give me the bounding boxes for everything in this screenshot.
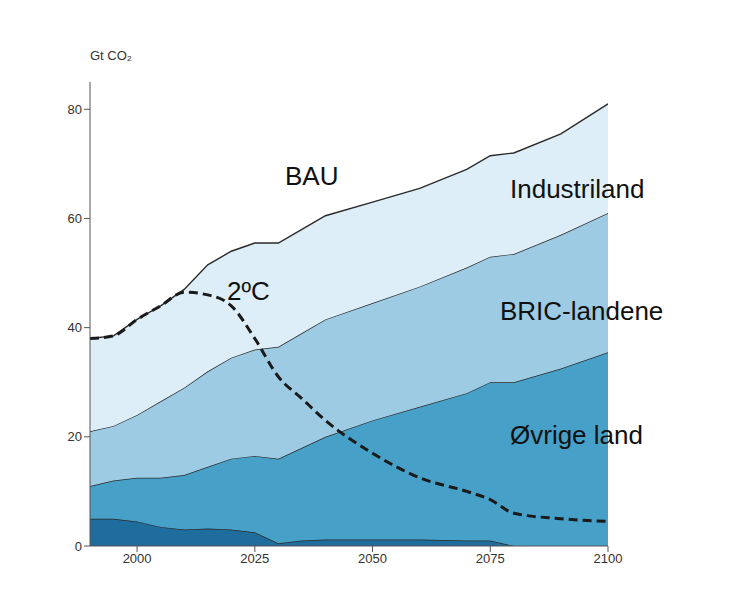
html-text:2ºC: 2ºC: [227, 276, 270, 306]
svg-text:60: 60: [68, 211, 82, 226]
html-text:Gt CO₂: Gt CO₂: [90, 48, 132, 63]
svg-text:2025: 2025: [240, 551, 269, 566]
svg-text:2100: 2100: [594, 551, 623, 566]
svg-text:80: 80: [68, 102, 82, 117]
svg-text:2075: 2075: [476, 551, 505, 566]
svg-text:40: 40: [68, 320, 82, 335]
svg-text:2050: 2050: [358, 551, 387, 566]
html-text:Industriland: Industriland: [510, 174, 645, 204]
html-text:BAU: BAU: [285, 161, 339, 191]
svg-text:0: 0: [75, 539, 82, 554]
svg-text:20: 20: [68, 429, 82, 444]
html-text:Øvrige land: Øvrige land: [510, 420, 643, 450]
html-text:BRIC-landene: BRIC-landene: [500, 296, 664, 326]
svg-text:2000: 2000: [123, 551, 152, 566]
